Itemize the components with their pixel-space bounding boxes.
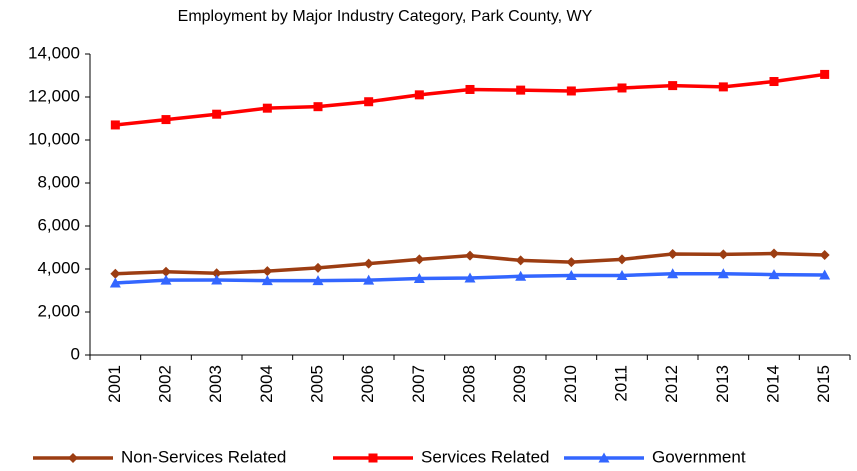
data-point xyxy=(667,248,678,259)
legend-marker xyxy=(598,452,610,463)
data-point xyxy=(161,115,171,125)
data-point xyxy=(160,274,172,285)
data-point xyxy=(161,266,171,277)
y-tick-label: 8,000 xyxy=(37,172,80,191)
data-point xyxy=(768,269,780,280)
y-tick-label: 14,000 xyxy=(28,43,80,62)
data-point xyxy=(211,268,222,279)
data-point xyxy=(616,269,628,280)
data-point xyxy=(211,274,223,285)
x-tick-label: 2010 xyxy=(561,365,580,403)
x-tick-label: 2001 xyxy=(105,365,124,403)
data-point xyxy=(819,269,831,280)
data-point xyxy=(820,69,830,79)
data-point xyxy=(465,250,475,261)
data-point xyxy=(465,84,475,94)
data-point xyxy=(261,275,273,286)
data-point xyxy=(363,258,374,269)
data-point xyxy=(769,77,779,87)
x-tick-label: 2009 xyxy=(510,365,529,403)
x-tick-label: 2012 xyxy=(662,365,681,403)
x-tick-label: 2005 xyxy=(307,365,326,403)
data-point xyxy=(516,85,526,95)
data-point xyxy=(414,254,425,265)
chart-title: Employment by Major Industry Category, P… xyxy=(178,8,593,25)
x-tick-label: 2013 xyxy=(713,365,732,403)
x-tick-label: 2008 xyxy=(459,365,478,403)
data-point xyxy=(617,83,627,93)
data-point xyxy=(819,250,830,261)
x-tick-label: 2004 xyxy=(257,365,276,403)
data-point xyxy=(566,86,576,96)
data-point xyxy=(515,270,527,281)
data-point xyxy=(413,272,425,283)
data-point xyxy=(769,248,779,259)
x-tick-label: 2011 xyxy=(611,365,630,402)
data-point xyxy=(617,254,627,265)
data-point xyxy=(667,268,679,279)
y-tick-label: 0 xyxy=(71,344,80,363)
data-point xyxy=(414,90,424,100)
data-point xyxy=(718,249,729,260)
data-point xyxy=(515,255,526,266)
x-tick-label: 2014 xyxy=(763,365,782,403)
y-tick-label: 10,000 xyxy=(28,129,80,148)
x-tick-label: 2007 xyxy=(409,365,428,403)
data-point xyxy=(212,109,222,119)
legend-marker xyxy=(68,453,78,463)
data-point xyxy=(313,262,323,273)
legend-marker xyxy=(368,453,378,463)
data-point xyxy=(566,257,577,268)
x-tick-label: 2002 xyxy=(155,365,174,403)
legend-label: Non-Services Related xyxy=(121,447,286,466)
data-point xyxy=(668,81,678,91)
y-tick-label: 2,000 xyxy=(37,301,80,320)
series-line xyxy=(115,72,825,127)
data-point xyxy=(312,275,324,286)
y-tick-label: 6,000 xyxy=(37,215,80,234)
x-tick-label: 2015 xyxy=(814,365,833,403)
data-point xyxy=(464,272,476,283)
legend-label: Government xyxy=(652,447,746,466)
data-point xyxy=(364,97,374,107)
data-point xyxy=(110,268,121,279)
data-point xyxy=(363,274,375,285)
data-point xyxy=(262,266,273,277)
data-point xyxy=(262,103,272,113)
data-point xyxy=(718,82,728,92)
data-point xyxy=(110,120,120,130)
x-tick-label: 2006 xyxy=(358,365,377,403)
data-point xyxy=(109,277,121,288)
x-tick-label: 2003 xyxy=(206,365,225,403)
legend-label: Services Related xyxy=(421,447,550,466)
y-tick-label: 4,000 xyxy=(37,258,80,277)
y-tick-label: 12,000 xyxy=(28,86,80,105)
data-point xyxy=(717,268,729,279)
data-point xyxy=(565,269,577,280)
data-point xyxy=(313,102,323,112)
